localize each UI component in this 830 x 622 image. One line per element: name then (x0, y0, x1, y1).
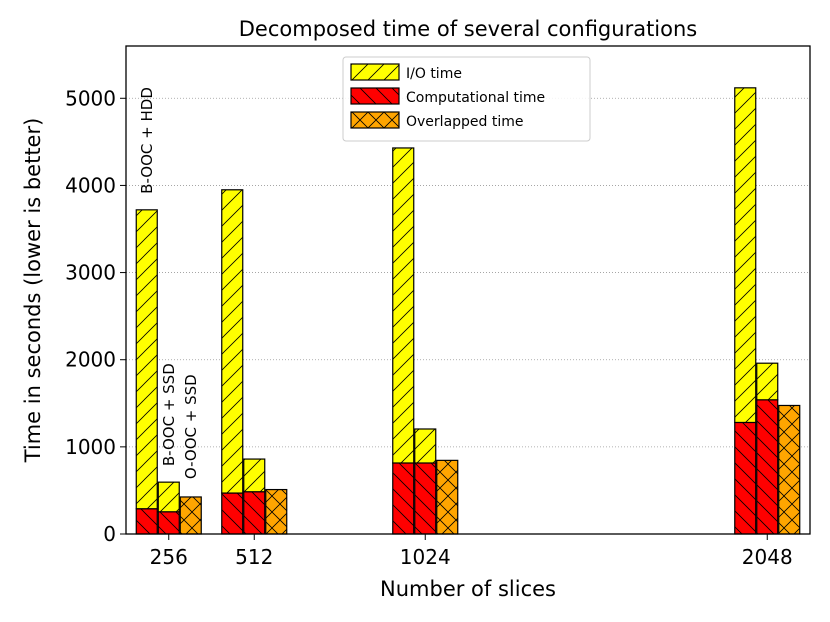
bar-computational (135, 508, 158, 535)
y-tick-label: 0 (103, 522, 116, 546)
x-axis-ticks: 256 512 1024 2048 (150, 534, 793, 569)
bar-io (734, 87, 757, 424)
bar-computational (414, 462, 437, 535)
config-annotation: B-OOC + SSD (160, 363, 178, 466)
y-tick-label: 5000 (65, 86, 116, 110)
legend-label-overlapped: Overlapped time (406, 114, 524, 130)
x-tick-label: 256 (150, 545, 188, 569)
legend-swatch-computational (350, 87, 400, 105)
y-tick-label: 3000 (65, 261, 116, 285)
bar-io (157, 481, 180, 513)
x-axis-label: Number of slices (380, 577, 556, 601)
legend-box (342, 56, 591, 142)
legend-swatch-io (350, 63, 400, 81)
config-annotation: B-OOC + HDD (138, 87, 156, 194)
plot-frame (125, 45, 811, 535)
y-axis-label: Time in seconds (lower is better) (21, 118, 45, 464)
bar-overlapped (436, 459, 459, 535)
bar-io (135, 209, 158, 510)
x-tick-label: 512 (235, 545, 273, 569)
bar-computational (221, 492, 244, 535)
legend-label-io: I/O time (406, 66, 462, 82)
chart-title: Decomposed time of several configuration… (239, 17, 697, 41)
legend: I/O time Computational time Overlapped tim… (342, 56, 591, 142)
bar-computational (243, 491, 266, 535)
bar-io (243, 458, 266, 493)
bar-overlapped (778, 404, 801, 535)
bar-io (756, 362, 779, 401)
bar-overlapped (179, 496, 202, 535)
y-tick-label: 1000 (65, 435, 116, 459)
bar-io (414, 428, 437, 464)
bar-overlapped (265, 488, 288, 535)
bar-computational (157, 511, 180, 535)
y-tick-label: 2000 (65, 348, 116, 372)
y-axis-ticks: 0 1000 2000 3000 4000 5000 (65, 86, 126, 546)
x-tick-label: 1024 (400, 545, 451, 569)
bar-io (221, 189, 244, 494)
bars-layer (135, 87, 801, 535)
y-tick-label: 4000 (65, 173, 116, 197)
legend-label-computational: Computational time (406, 90, 545, 106)
x-tick-label: 2048 (742, 545, 793, 569)
bar-io (392, 147, 415, 464)
legend-swatch-overlapped (350, 111, 400, 129)
bar-computational (756, 399, 779, 535)
bar-computational (734, 421, 757, 535)
config-annotation: O-OOC + SSD (182, 374, 200, 479)
bar-computational (392, 462, 415, 535)
annotations-layer: B-OOC + HDD B-OOC + SSD O-OOC + SSD (138, 87, 200, 479)
